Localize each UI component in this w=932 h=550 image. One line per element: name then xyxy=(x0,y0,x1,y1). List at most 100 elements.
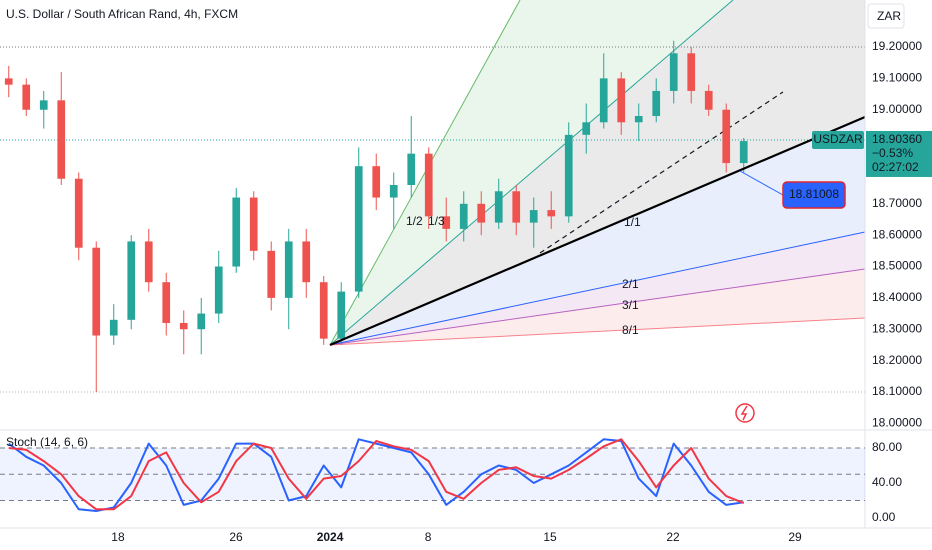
y-tick-label: 19.00000 xyxy=(872,102,922,116)
candle-body xyxy=(704,90,713,110)
fan-line-main xyxy=(329,115,866,347)
candle-body xyxy=(74,178,83,248)
x-tick-label: 29 xyxy=(788,530,802,544)
candle-body xyxy=(162,282,171,323)
candle-body xyxy=(652,90,661,117)
candle-body xyxy=(442,216,451,229)
fan-zone xyxy=(330,0,865,345)
candle-body xyxy=(109,319,118,336)
candle-body xyxy=(739,141,748,164)
candle-body xyxy=(424,153,433,217)
symbol-label: USDZAR xyxy=(813,132,863,146)
countdown-label: 02:27:02 xyxy=(872,160,919,174)
candle-body xyxy=(267,250,276,298)
candle-body xyxy=(22,84,31,110)
y-tick-label: 19.20000 xyxy=(872,39,922,53)
fan-line xyxy=(329,268,866,346)
candle-body xyxy=(232,197,241,267)
candle-body xyxy=(249,197,258,251)
candle-body xyxy=(722,109,731,164)
fan-label: 1/1 xyxy=(624,215,641,229)
y-tick-label: 0.00 xyxy=(872,510,896,524)
x-axis: 18 26 2024 8 15 22 29 xyxy=(111,530,802,544)
candle-body xyxy=(599,78,608,123)
candle-body xyxy=(617,78,626,123)
y-tick-label: 18.30000 xyxy=(872,321,922,335)
grid xyxy=(0,46,865,393)
candle-body xyxy=(389,184,398,198)
price-axis xyxy=(865,0,932,550)
x-tick-label: 15 xyxy=(543,530,557,544)
fan-line xyxy=(329,0,734,346)
callout-text: 18.81008 xyxy=(789,187,839,201)
candle-body xyxy=(337,291,346,339)
fan-line xyxy=(329,231,866,346)
fan-labels: 1/1 2/1 3/1 8/1 1/2 1/3 xyxy=(406,214,641,337)
last-price-tag xyxy=(866,130,932,177)
x-tick-label: 26 xyxy=(229,530,243,544)
candle-body xyxy=(284,241,293,298)
candle-body xyxy=(354,166,363,292)
candle-body xyxy=(494,191,503,223)
candle-body xyxy=(39,100,48,110)
y-tick-label: 40.00 xyxy=(872,475,902,489)
y-tick-label: 18.10000 xyxy=(872,384,922,398)
y-tick-label: 18.00000 xyxy=(872,415,922,429)
candle-body xyxy=(319,282,328,339)
candle-body xyxy=(144,241,153,283)
currency-button[interactable] xyxy=(867,3,905,29)
candle-body xyxy=(529,210,538,223)
candle-body xyxy=(512,191,521,223)
candle-body xyxy=(547,210,556,217)
y-tick-label: 18.20000 xyxy=(872,353,922,367)
candle-body xyxy=(127,241,136,320)
currency[interactable]: ZAR xyxy=(877,9,901,23)
fan-label: 8/1 xyxy=(622,323,639,337)
callout-line xyxy=(739,170,784,196)
y-axis: 19.20000 19.10000 19.00000 18.70000 18.60000… xyxy=(872,39,922,524)
y-tick-label: 18.40000 xyxy=(872,290,922,304)
fan-label: 3/1 xyxy=(622,298,639,312)
y-tick-label: 18.60000 xyxy=(872,227,922,241)
candle-body xyxy=(197,313,206,330)
x-tick-label: 22 xyxy=(666,530,680,544)
candle-body xyxy=(302,241,311,283)
y-tick-label: 18.70000 xyxy=(872,196,922,210)
stoch-line xyxy=(8,438,744,512)
fan-label: 1/2 xyxy=(406,214,423,228)
alert-bolt[interactable] xyxy=(740,405,748,421)
candle-body xyxy=(57,100,66,179)
x-tick-label: 18 xyxy=(111,530,125,544)
candle-body xyxy=(582,122,591,135)
change-label: −0.53% xyxy=(872,146,913,160)
candle-body xyxy=(407,153,416,185)
indicator-title: Stoch (14, 6, 6) xyxy=(6,435,88,449)
trend-line xyxy=(539,91,784,254)
candle-body xyxy=(92,247,101,336)
fan-label: 2/1 xyxy=(622,277,639,291)
alert-icon[interactable] xyxy=(735,403,755,423)
candle-body xyxy=(669,53,678,91)
y-tick-label: 18.50000 xyxy=(872,259,922,273)
price-tag: USDZAR 18.90360−0.53%02:27:02 xyxy=(812,130,932,177)
candle-body xyxy=(634,116,643,123)
symbol-tag xyxy=(812,130,864,149)
y-tick-label: 80.00 xyxy=(872,440,902,454)
alert-circle[interactable] xyxy=(735,403,755,423)
x-tick-label: 8 xyxy=(425,530,432,544)
candle-body xyxy=(4,78,13,85)
candle-body xyxy=(214,266,223,314)
stoch-pane xyxy=(0,438,865,512)
candle-body xyxy=(372,166,381,198)
candle-body xyxy=(459,203,468,229)
candle-body xyxy=(687,53,696,91)
x-tick-label: 2024 xyxy=(317,530,344,544)
candle-body xyxy=(179,322,188,330)
candles xyxy=(4,40,748,392)
fan-line xyxy=(329,317,866,346)
chart-title: U.S. Dollar / South African Rand, 4h, FX… xyxy=(6,7,238,21)
candle-body xyxy=(477,203,486,223)
fan-label: 1/3 xyxy=(428,214,445,228)
y-tick-label: 19.10000 xyxy=(872,71,922,85)
stoch-line xyxy=(8,438,745,511)
